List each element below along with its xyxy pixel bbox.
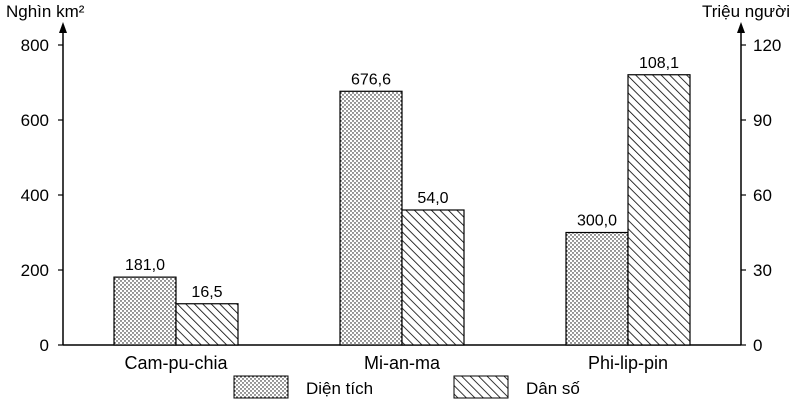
y-right-tick-label: 120 [753,36,781,55]
legend-swatch-dan-so [453,375,509,399]
bar-dan-so-1 [401,209,465,346]
category-label: Mi-an-ma [364,353,441,373]
bar-value-label: 300,0 [577,213,617,230]
y-left-axis-label: Nghìn km² [6,2,85,21]
y-right-tick-label: 60 [753,186,772,205]
legend-label-dan-so: Dân số [526,379,580,398]
category-label: Phi-lip-pin [588,353,668,373]
bar-value-label: 108,1 [639,55,679,72]
y-right-tick-label: 90 [753,111,772,130]
y-left-tick-label: 0 [40,336,49,355]
bar-value-label: 181,0 [125,257,165,274]
y-left-tick-label: 400 [21,186,49,205]
y-right-tick-label: 30 [753,261,772,280]
bar-dien-tich-1 [339,90,403,346]
legend-swatch-dien-tich [233,375,289,399]
bar-dan-so-2 [627,74,691,346]
category-label: Cam-pu-chia [124,353,228,373]
y-left-tick-label: 600 [21,111,49,130]
bar-dien-tich-2 [565,231,629,346]
bar-dan-so-0 [175,303,239,346]
bar-dien-tich-0 [113,276,177,346]
y-left-axis-arrow [59,22,67,33]
legend: Diện tích Dân số [233,375,580,399]
legend-label-dien-tich: Diện tích [306,379,373,398]
y-right-axis-label: Triệu người [702,2,790,21]
bar-value-label: 54,0 [417,190,448,207]
y-right-tick-label: 0 [753,336,762,355]
y-left-tick-label: 200 [21,261,49,280]
y-right-axis-arrow [737,22,745,33]
bar-value-label: 676,6 [351,71,391,88]
y-left-tick-label: 800 [21,36,49,55]
bar-value-label: 16,5 [191,284,222,301]
